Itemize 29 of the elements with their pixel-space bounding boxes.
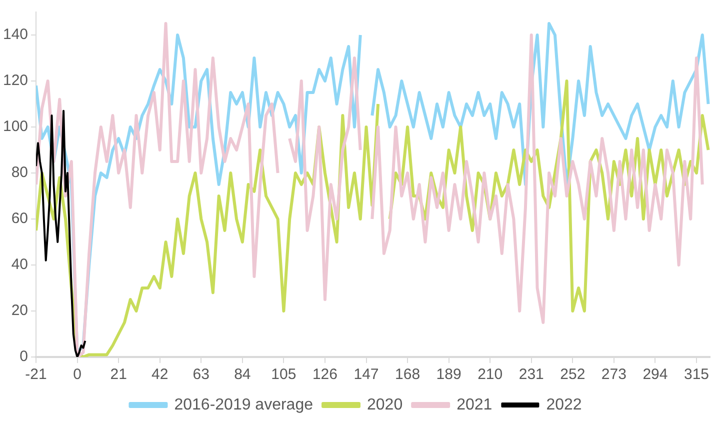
x-tick-label: 210 <box>478 366 503 384</box>
legend-label: 2022 <box>546 396 582 414</box>
legend-label: 2021 <box>456 396 492 414</box>
x-tick-label: 294 <box>642 366 668 384</box>
x-tick-label: 168 <box>395 366 420 384</box>
x-tick-label: 63 <box>192 366 210 384</box>
y-tick-label: 60 <box>11 210 28 228</box>
x-tick-label: 315 <box>684 366 709 384</box>
y-tick-label: 40 <box>11 256 28 274</box>
y-tick-label: 80 <box>11 164 28 182</box>
x-tick-label: 42 <box>152 366 168 384</box>
x-tick-label: 84 <box>234 366 251 384</box>
x-tick-label: 21 <box>110 366 127 384</box>
x-tick-label: 231 <box>518 366 544 384</box>
y-tick-label: 140 <box>2 26 28 44</box>
x-tick-label: 126 <box>312 366 338 384</box>
y-tick-label: 20 <box>11 302 28 320</box>
y-tick-label: 120 <box>2 72 28 90</box>
y-tick-label: 0 <box>20 348 28 366</box>
x-tick-label: 0 <box>73 366 82 384</box>
x-tick-label: 105 <box>271 366 296 384</box>
x-tick-label: 273 <box>601 366 626 384</box>
x-tick-label: 252 <box>560 366 586 384</box>
x-tick-label: 147 <box>354 366 379 384</box>
y-tick-label: 100 <box>2 118 28 136</box>
legend-label: 2020 <box>367 396 403 414</box>
x-tick-label: 189 <box>436 366 462 384</box>
x-tick-label: -21 <box>25 366 47 384</box>
legend-label: 2016-2019 average <box>174 396 314 414</box>
